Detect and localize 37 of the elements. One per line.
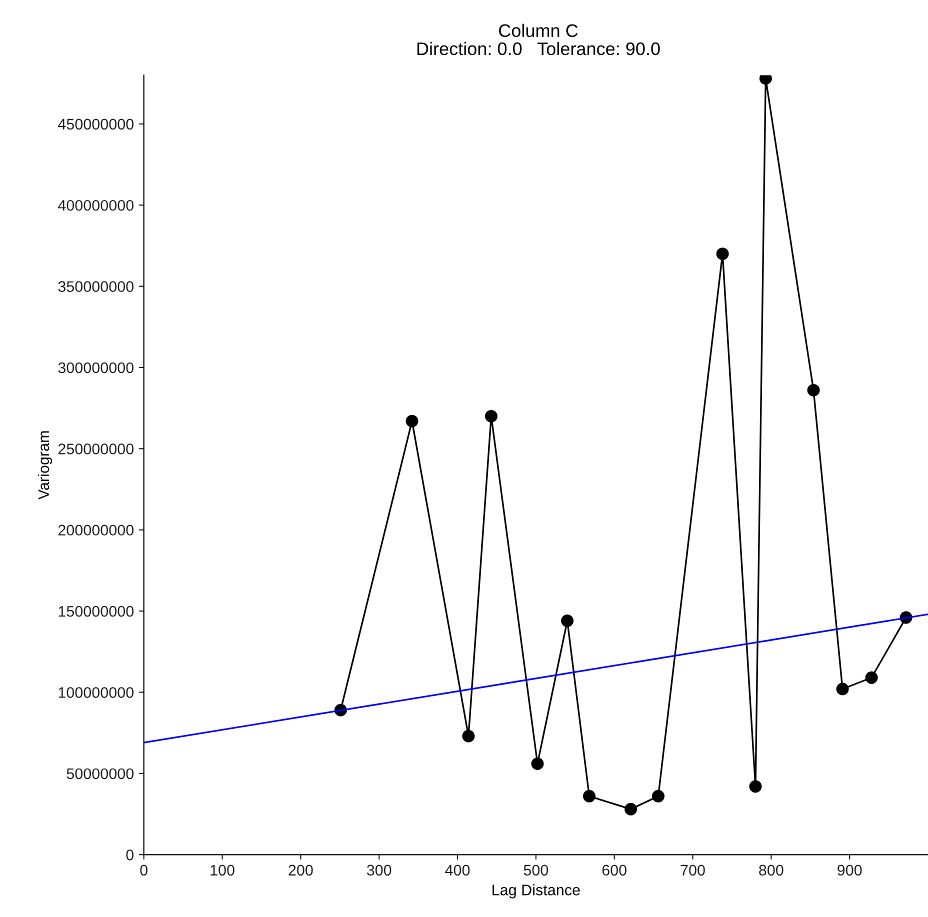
x-tick-label: 100 <box>210 864 234 876</box>
x-tick-label: 600 <box>602 864 626 876</box>
point <box>484 410 498 422</box>
x-tick-label: 300 <box>366 864 392 876</box>
x-tick-label: 0 <box>140 864 148 876</box>
x-tick-label: 200 <box>288 864 313 876</box>
point <box>531 757 544 770</box>
point <box>716 248 729 260</box>
x-tick-label: 700 <box>680 864 705 876</box>
chart-subtitle: Direction: 0.0 Tolerance: 90.0 <box>417 42 660 56</box>
x-tick-label: 900 <box>838 864 862 876</box>
point <box>836 682 849 696</box>
y-tick-label: 150000000 <box>58 606 134 617</box>
point <box>561 614 574 628</box>
point <box>749 780 762 793</box>
point <box>807 384 820 396</box>
point <box>624 802 638 816</box>
y-tick-label: 250000000 <box>58 444 134 454</box>
point <box>652 790 664 802</box>
y-tick-label: 100000000 <box>58 687 134 698</box>
y-tick-label: 350000000 <box>58 281 134 292</box>
point <box>582 790 596 802</box>
y-tick-label: 400000000 <box>58 200 134 211</box>
y-axis-title: Variogram <box>38 431 52 500</box>
x-tick-label: 800 <box>759 864 784 876</box>
point <box>865 671 878 684</box>
x-tick-label: 500 <box>524 864 548 876</box>
y-tick-label: 50000000 <box>66 768 134 780</box>
x-tick-label: 400 <box>445 864 470 876</box>
y-tick-label: 200000000 <box>58 524 134 536</box>
x-axis-title: Lag Distance <box>492 884 580 898</box>
y-tick-label: 450000000 <box>58 118 134 130</box>
y-tick-label: 300000000 <box>58 362 134 374</box>
point <box>462 730 475 742</box>
point <box>406 414 418 428</box>
chart-title: Column C <box>499 24 578 38</box>
y-tick-label: 0 <box>126 850 134 860</box>
